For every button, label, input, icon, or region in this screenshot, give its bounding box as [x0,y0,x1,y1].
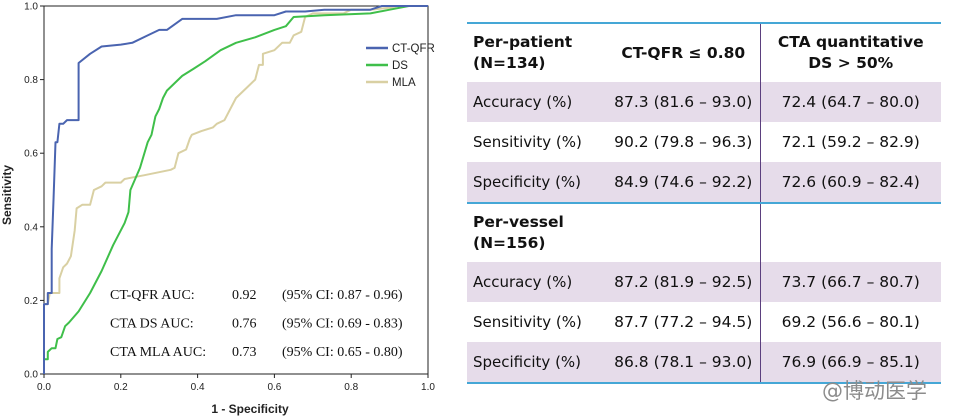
auc-ci: (95% CI: 0.65 - 0.80) [282,345,403,360]
x-tick-label: 1.0 [421,382,435,393]
cta-value: 76.9 (66.9 – 85.1) [760,342,941,383]
cta-value: 72.1 (59.2 – 82.9) [781,133,920,151]
x-tick-label: 0.0 [37,382,51,393]
legend-label: DS [392,60,408,72]
x-tick-label: 0.8 [344,382,358,393]
ct-qfr-value: 84.9 (74.6 – 92.2) [607,162,761,203]
cta-value: 69.2 (56.6 – 80.1) [781,313,920,331]
legend-label: CT-QFR [392,43,435,55]
auc-value: 0.73 [232,345,257,360]
x-tick-label: 0.4 [191,382,205,393]
y-axis-label: Sensitivity [0,165,14,225]
auc-label: CT-QFR AUC: [110,288,195,303]
metric-label: Specificity (%) [467,162,607,203]
metric-label: Sensitivity (%) [473,133,582,151]
y-tick-label: 0.4 [24,222,38,233]
cta-value: 72.4 (64.7 – 80.0) [760,82,941,122]
chart-legend: CT-QFR DS MLA [366,43,435,89]
plot-frame [43,5,429,375]
table-group-row: Per-vessel (N=156) [467,202,941,262]
y-tick-label: 0.8 [24,75,38,86]
y-tick-label: 1.0 [24,2,38,13]
diagnostic-performance-table: Per-patient (N=134) CT-QFR ≤ 0.80 CTA qu… [467,22,941,384]
x-axis-label: 1 - Specificity [211,402,289,416]
auc-annotations: CT-QFR AUC: 0.92 (95% CI: 0.87 - 0.96) CTA … [110,288,403,360]
metric-label: Sensitivity (%) [473,313,582,331]
table-row: Sensitivity (%) 87.7 (77.2 – 94.5) 69.2 … [467,302,941,342]
watermark: @博动医学 [822,379,927,403]
table-row: Specificity (%) 86.8 (78.1 – 93.0) 76.9 … [467,342,941,383]
y-tick-label: 0.2 [24,296,38,307]
roc-line-ds [43,5,428,374]
ct-qfr-value: 87.3 (81.6 – 93.0) [607,82,761,122]
cta-value: 73.7 (66.7 – 80.7) [760,262,941,302]
empty-cell [760,202,941,262]
ct-qfr-value: 90.2 (79.8 – 96.3) [607,122,761,162]
x-tick-label: 0.6 [267,382,281,393]
ct-qfr-value: 87.2 (81.9 – 92.5) [607,262,761,302]
auc-value: 0.92 [232,288,257,303]
group-title: Per-patient (N=134) [467,22,607,82]
table-row: Accuracy (%) 87.3 (81.6 – 93.0) 72.4 (64… [467,82,941,122]
auc-value: 0.76 [232,317,257,332]
y-tick-label: 0.6 [24,149,38,160]
roc-chart: 0.0 0.2 0.4 0.6 0.8 1.0 0.0 0.2 0.4 0.6 0.8 1.0 1 - … [0,2,435,417]
table-header-row: Per-patient (N=134) CT-QFR ≤ 0.80 CTA qu… [467,22,941,82]
auc-label: CTA MLA AUC: [110,345,206,360]
table-row: Accuracy (%) 87.2 (81.9 – 92.5) 73.7 (66… [467,262,941,302]
cta-value: 72.6 (60.9 – 82.4) [760,162,941,203]
roc-line-mla [43,5,428,374]
metric-label: Accuracy (%) [467,82,607,122]
legend-label: MLA [392,77,416,89]
column-header-cta-ds: CTA quantitative DS > 50% [760,22,941,82]
roc-curves [43,5,428,374]
group-title: Per-vessel (N=156) [467,202,607,262]
ct-qfr-value: 86.8 (78.1 – 93.0) [607,342,761,383]
metric-label: Accuracy (%) [467,262,607,302]
roc-line-ct-qfr [43,5,428,374]
auc-ci: (95% CI: 0.69 - 0.83) [282,317,403,332]
x-tick-label: 0.2 [114,382,128,393]
table-row: Sensitivity (%) 90.2 (79.8 – 96.3) 72.1 … [467,122,941,162]
empty-cell [607,202,761,262]
chart-axes: 0.0 0.2 0.4 0.6 0.8 1.0 0.0 0.2 0.4 0.6 0.8 1.0 1 - … [0,2,435,417]
table-row: Specificity (%) 84.9 (74.6 – 92.2) 72.6 … [467,162,941,203]
column-header-ct-qfr: CT-QFR ≤ 0.80 [607,22,761,82]
y-tick-label: 0.0 [24,370,38,381]
ct-qfr-value: 87.7 (77.2 – 94.5) [607,302,761,342]
metric-label: Specificity (%) [467,342,607,383]
auc-ci: (95% CI: 0.87 - 0.96) [282,288,403,303]
auc-label: CTA DS AUC: [110,317,194,332]
